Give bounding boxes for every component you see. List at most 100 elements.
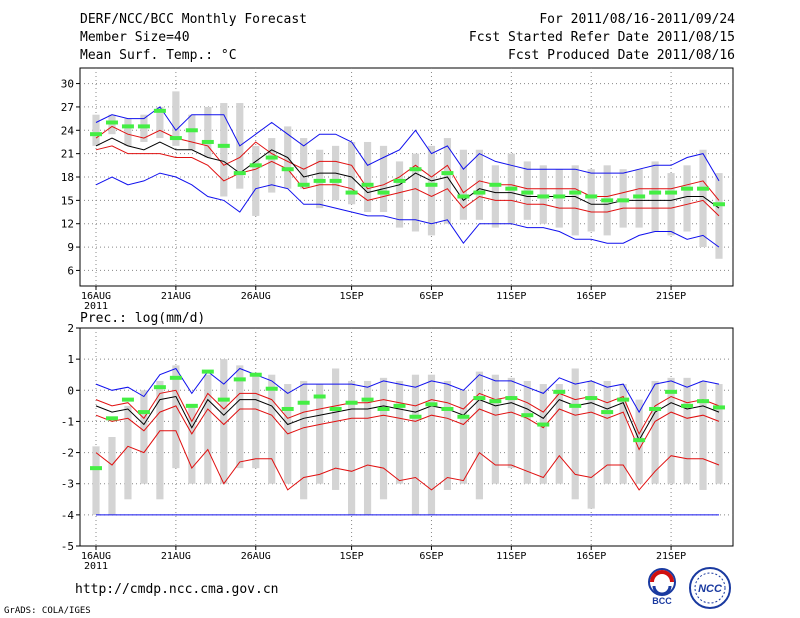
p2-green-marker-6	[185, 403, 198, 408]
p2-green-marker-1	[105, 416, 118, 421]
p1-green-marker-20	[409, 167, 422, 172]
p2-ensemble-bar-29	[555, 384, 563, 484]
p1-ensemble-bar-38	[699, 149, 707, 248]
p1-xtick-label-0: 16AUG	[81, 291, 111, 302]
p1-green-marker-17	[361, 182, 374, 187]
p1-green-marker-2	[121, 124, 134, 129]
produced-date: Fcst Produced Date 2011/08/16	[508, 48, 735, 63]
p2-ensemble-bar-18	[379, 377, 388, 500]
p1-xtick-label-2: 26AUG	[241, 291, 271, 302]
p1-green-marker-32	[601, 198, 614, 203]
p1-green-marker-25	[489, 182, 502, 187]
p2-green-marker-12	[281, 406, 294, 411]
p1-ensemble-bar-31	[587, 169, 595, 232]
p2-ensemble-bar-8	[220, 359, 228, 484]
p1-green-marker-1	[105, 120, 118, 125]
p1-blue-lower-line	[95, 172, 720, 248]
p1-ensemble-bar-2	[124, 118, 132, 146]
p2-ensemble-bar-3	[140, 390, 148, 484]
forecast-period: For 2011/08/16-2011/09/24	[539, 12, 735, 27]
p2-ensemble-bar-10	[252, 374, 260, 469]
p2-green-marker-19	[393, 403, 406, 408]
p2-ensemble-bar-20	[411, 374, 420, 515]
p1-blue-upper-line	[95, 106, 720, 182]
p1-green-marker-34	[633, 194, 646, 199]
p2-ytick-label-2: -3	[61, 478, 74, 491]
p1-green-marker-4	[153, 108, 166, 113]
p2-green-marker-27	[521, 413, 534, 418]
p1-green-marker-27	[521, 190, 534, 195]
p1-ensemble-bar-37	[683, 165, 691, 232]
p2-green-marker-29	[553, 389, 566, 394]
p2-green-marker-36	[665, 389, 678, 394]
p1-ensemble-bar-11	[268, 138, 276, 193]
p1-ensemble-bar-21	[427, 145, 436, 236]
p1-green-marker-3	[137, 124, 150, 129]
p1-green-marker-14	[313, 178, 326, 183]
p2-green-marker-20	[409, 414, 422, 419]
p1-ensemble-bar-0	[92, 114, 100, 146]
p2-ensemble-bar-19	[395, 380, 404, 484]
p2-green-marker-3	[137, 410, 150, 415]
p2-green-marker-9	[233, 377, 246, 382]
p1-ensemble-bar-18	[379, 145, 388, 213]
p1-red-lower-line	[95, 145, 720, 217]
p2-green-marker-16	[345, 400, 358, 405]
p2-green-marker-34	[633, 438, 646, 443]
p2-green-marker-35	[649, 406, 662, 411]
p1-green-marker-10	[249, 163, 262, 168]
p2-ytick-label-7: 2	[67, 322, 74, 335]
p2-ensemble-bar-39	[715, 384, 723, 484]
p1-ensemble-bar-8	[220, 103, 228, 197]
p1-ensemble-bar-7	[204, 106, 212, 158]
p1-green-marker-33	[617, 198, 630, 203]
p1-ensemble-bar-13	[300, 138, 308, 189]
p2-red-lower-line	[95, 405, 720, 451]
grads-credit: GrADS: COLA/IGES	[4, 606, 91, 616]
p1-xtick-label-3: 1SEP	[340, 291, 364, 302]
p1-green-marker-13	[297, 182, 310, 187]
p1-green-marker-11	[265, 155, 278, 160]
p2-green-marker-2	[121, 397, 134, 402]
start-date: Fcst Started Refer Date 2011/08/15	[468, 30, 735, 45]
p2-green-marker-13	[297, 400, 310, 405]
p1-ensemble-bar-36	[667, 173, 675, 236]
p1-green-marker-38	[697, 186, 710, 191]
p1-green-marker-35	[649, 190, 662, 195]
p2-green-marker-33	[617, 397, 630, 402]
p2-ensemble-bar-24	[475, 371, 483, 500]
p2-xtick-label-0: 16AUG	[81, 551, 111, 562]
p2-ytick-label-5: 0	[67, 384, 74, 397]
p2-green-marker-38	[697, 399, 710, 404]
bcc-logo: BCC	[648, 568, 676, 606]
p2-ensemble-bar-32	[603, 380, 611, 484]
p2-xtick-label-1: 21AUG	[161, 551, 191, 562]
p2-red-bottom-line	[95, 430, 720, 491]
p2-ensemble-bar-16	[347, 380, 356, 515]
p2-green-marker-21	[425, 402, 438, 407]
p2-xtick-label-2: 26AUG	[241, 551, 271, 562]
p1-ensemble-bar-30	[571, 165, 579, 236]
source-url[interactable]: http://cmdp.ncc.cma.gov.cn	[75, 582, 279, 597]
p2-ensemble-bar-6	[188, 405, 196, 484]
p1-ensemble-bar-22	[443, 138, 452, 224]
member-size: Member Size=40	[80, 30, 190, 45]
p1-ytick-label-2: 12	[61, 218, 74, 231]
p2-ensemble-bar-0	[92, 446, 100, 515]
p2-ensemble-bar-25	[491, 374, 499, 484]
p2-ensemble-bar-15	[332, 368, 340, 490]
p1-green-marker-28	[537, 194, 550, 199]
p1-ytick-label-1: 9	[67, 241, 74, 254]
p2-green-marker-39	[713, 405, 725, 410]
p2-ensemble-bar-14	[316, 384, 324, 484]
p2-ensemble-bar-22	[443, 380, 452, 490]
p2-ensemble-bar-37	[683, 377, 691, 484]
p2-ensemble-bar-31	[587, 380, 595, 509]
p1-green-marker-8	[217, 143, 230, 148]
p2-green-marker-17	[361, 397, 374, 402]
p2-green-marker-37	[681, 403, 694, 408]
p1-ytick-label-7: 27	[61, 101, 74, 114]
p1-ensemble-bar-23	[459, 149, 468, 220]
p1-ensemble-bar-16	[347, 141, 356, 205]
